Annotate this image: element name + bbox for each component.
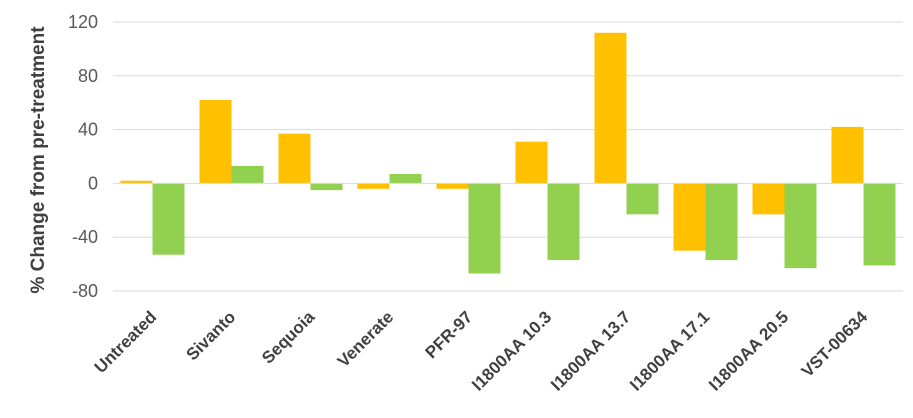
- bar-series-1: [515, 141, 548, 184]
- y-tick-label: 80: [78, 66, 98, 86]
- bar-series-2: [705, 183, 738, 261]
- bar-series-1: [278, 133, 311, 184]
- x-category-label: Sivanto: [182, 307, 239, 364]
- bar-series-2: [547, 183, 580, 261]
- y-tick-label: 0: [88, 173, 98, 193]
- bar-series-1: [436, 183, 469, 189]
- bar-series-1: [357, 183, 390, 189]
- x-axis-category-labels: Untreated Sivanto Sequoia Venerate PFR-97I18…: [91, 307, 872, 395]
- bar-series-1: [120, 180, 153, 184]
- x-category-label: VST-00634: [798, 307, 872, 381]
- bar-series-2: [152, 183, 185, 255]
- y-axis-tick-labels: -80 -40 0 40 80 120: [68, 12, 98, 301]
- bar-series-2: [863, 183, 896, 266]
- bar-series-1: [831, 126, 864, 184]
- y-tick-label: -80: [72, 281, 98, 301]
- x-category-label: PFR-97: [421, 307, 476, 362]
- x-category-label: Untreated: [91, 307, 161, 377]
- y-tick-label: 40: [78, 120, 98, 140]
- bar-series-2: [231, 165, 264, 184]
- x-category-label: Venerate: [334, 307, 398, 371]
- y-tick-label: -40: [72, 227, 98, 247]
- y-tick-label: 120: [68, 12, 98, 32]
- x-category-label: I1800AA 20.5: [705, 307, 792, 394]
- bar-series-2: [389, 173, 422, 184]
- x-category-label: I1800AA 10.3: [468, 307, 555, 394]
- bar-series-1: [594, 32, 627, 184]
- bar-series-2: [626, 183, 659, 215]
- bar-series-2: [468, 183, 501, 274]
- bar-series-1: [752, 183, 785, 215]
- bar-series-2: [310, 183, 343, 191]
- bar-series-2: [784, 183, 817, 269]
- bars: [120, 32, 896, 274]
- bar-series-1: [199, 100, 232, 184]
- x-category-label: I1800AA 13.7: [547, 307, 634, 394]
- x-category-label: Sequoia: [258, 307, 319, 368]
- y-axis-title: % Change from pre-treatment: [28, 26, 49, 294]
- x-category-label: I1800AA 17.1: [626, 307, 713, 394]
- gridlines: [113, 21, 903, 292]
- bar-series-1: [673, 183, 706, 251]
